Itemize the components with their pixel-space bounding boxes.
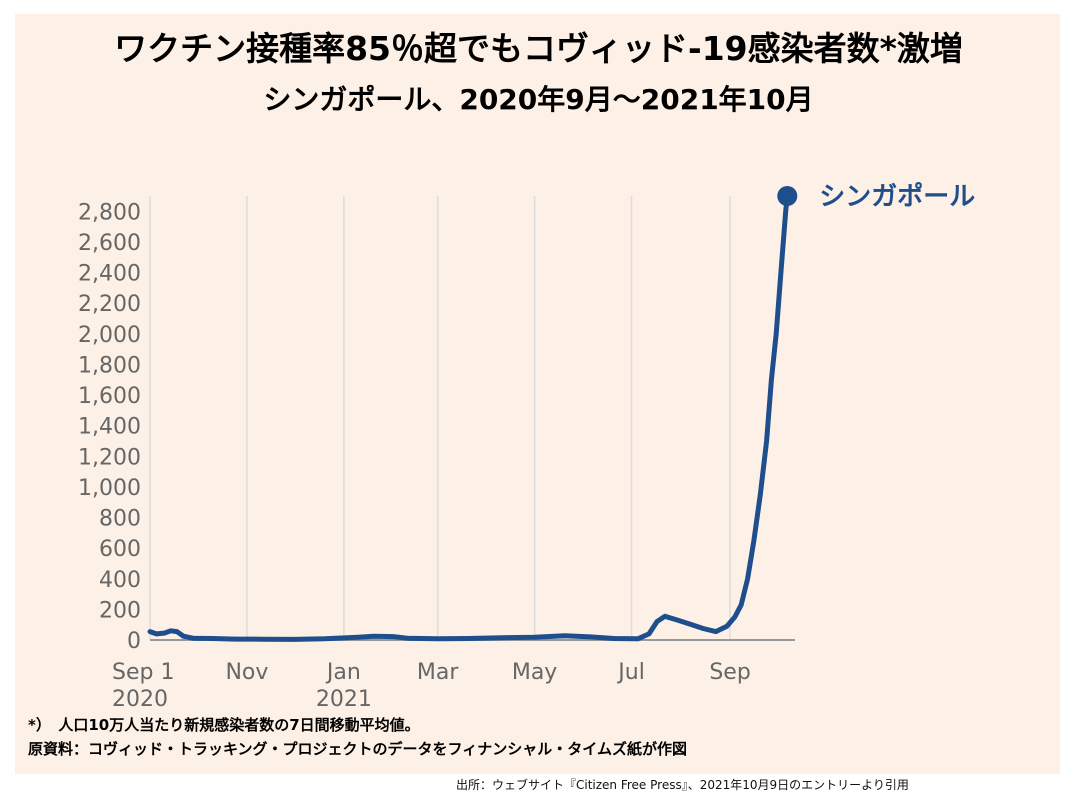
x-tick-label: Mar: [417, 660, 459, 685]
y-tick-label: 1,800: [78, 353, 141, 378]
citation: 出所：ウェブサイト『Citizen Free Press』、2021年10月9日…: [456, 778, 909, 792]
y-tick-label: 0: [127, 629, 141, 654]
y-tick-label: 1,000: [78, 476, 141, 501]
series-label: シンガポール: [819, 181, 975, 212]
y-tick-label: 600: [99, 537, 141, 562]
footnote: *） 人口10万人当たり新規感染者数の7日間移動平均値。: [28, 716, 420, 734]
x-tick-label: Nov: [225, 660, 268, 685]
x-tick-label: Jul: [616, 660, 645, 685]
y-tick-label: 800: [99, 507, 141, 532]
series-end-marker: [777, 186, 798, 206]
x-tick-label: Sep 1: [112, 660, 174, 685]
chart-subtitle: シンガポール、2020年9月～2021年10月: [263, 83, 814, 116]
chart-title: ワクチン接種率85％超でもコヴィッド-19感染者数*激増: [114, 29, 963, 68]
x-year-label: 2021: [316, 687, 372, 712]
y-tick-label: 400: [99, 568, 141, 593]
y-tick-label: 2,800: [78, 200, 141, 225]
x-tick-label: Jan: [325, 660, 361, 685]
y-tick-label: 2,600: [78, 231, 141, 256]
x-tick-label: Sep: [709, 660, 750, 685]
source-note: 原資料：コヴィッド・トラッキング・プロジェクトのデータをフィナンシャル・タイムズ…: [28, 740, 687, 758]
x-tick-label: May: [512, 660, 557, 685]
y-tick-label: 1,600: [78, 384, 141, 409]
y-tick-label: 2,200: [78, 292, 141, 317]
x-year-label: 2020: [112, 687, 168, 712]
y-tick-label: 2,000: [78, 323, 141, 348]
series-line: [147, 193, 790, 642]
y-tick-label: 1,200: [78, 445, 141, 470]
chart-panel: [15, 14, 1060, 774]
y-tick-label: 200: [99, 598, 141, 623]
y-tick-label: 2,400: [78, 262, 141, 287]
y-tick-label: 1,400: [78, 415, 141, 440]
